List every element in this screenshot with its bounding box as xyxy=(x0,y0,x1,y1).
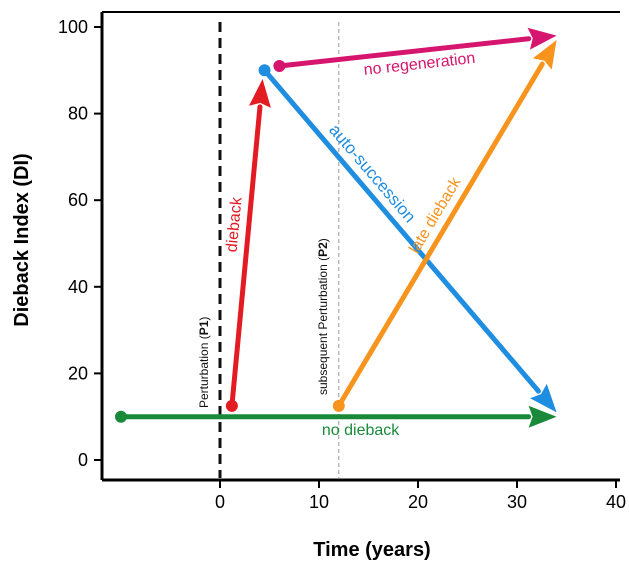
y-tick-label: 0 xyxy=(78,450,88,470)
axis-ticks: 0 10 20 30 40 0 20 40 60 80 100 xyxy=(58,17,626,512)
x-tick-label: 30 xyxy=(507,492,527,512)
dieback-label: dieback xyxy=(224,195,246,252)
y-tick-label: 20 xyxy=(68,363,88,383)
no-regeneration-start-point xyxy=(273,59,286,72)
late-dieback-arrow-line xyxy=(336,61,545,409)
auto-succession-start-point xyxy=(258,64,271,77)
y-axis-label: Dieback Index (DI) xyxy=(11,153,33,326)
y-tick-label: 40 xyxy=(68,277,88,297)
perturbation-p2-label: subsequent Perturbation (P2) xyxy=(316,238,330,395)
x-tick-label: 20 xyxy=(408,492,428,512)
auto-succession-label: auto-succession xyxy=(325,121,419,227)
late-dieback-start-point xyxy=(332,399,345,412)
x-axis-label: Time (years) xyxy=(313,539,430,561)
x-tick-label: 0 xyxy=(215,492,225,512)
auto-succession-arrow-head xyxy=(530,383,557,413)
x-tick-label: 10 xyxy=(309,492,329,512)
late-dieback-arrow-head xyxy=(532,39,557,70)
dieback-start-point xyxy=(225,399,238,412)
no-regeneration-arrow-head xyxy=(527,27,557,50)
y-tick-label: 80 xyxy=(68,104,88,124)
y-tick-label: 60 xyxy=(68,190,88,210)
perturbation-p1-label: Perturbation (P1) xyxy=(197,317,211,408)
y-tick-label: 100 xyxy=(58,17,88,37)
no-dieback-start-point xyxy=(115,410,127,423)
perturbation-lines: Perturbation (P1) subsequent Perturbation… xyxy=(197,22,340,478)
no-regeneration-arrow-line xyxy=(276,36,532,69)
trajectory-arrows xyxy=(115,27,557,428)
auto-succession-arrow-line xyxy=(262,67,541,394)
x-tick-label: 40 xyxy=(606,492,626,512)
dieback-arrow-head xyxy=(249,78,271,108)
no-dieback-label: no dieback xyxy=(322,422,400,439)
no-dieback-arrow-head xyxy=(528,405,557,428)
dieback-arrow-line xyxy=(229,104,263,409)
